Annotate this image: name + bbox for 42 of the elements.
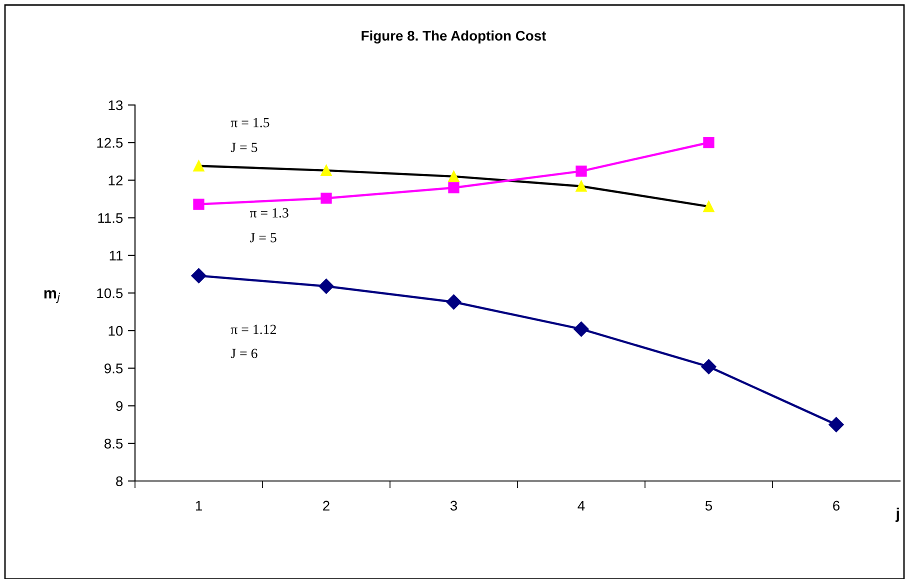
point (576, 180, 587, 192)
annotation: π = 1.12 (230, 324, 276, 334)
x-tick-label: 1 (196, 500, 202, 511)
y-tick-label: 11 (110, 250, 123, 260)
point (318, 278, 334, 294)
y-tick-label: 10 (108, 326, 123, 336)
point (320, 164, 332, 176)
chart-title: Figure 8. The Adoption Cost (362, 30, 546, 44)
point (193, 198, 204, 210)
point (703, 200, 714, 212)
x-tick-label: 3 (450, 500, 457, 511)
point (703, 137, 714, 148)
point (701, 359, 716, 374)
x-tick-label: 5 (705, 500, 712, 511)
point (828, 417, 844, 432)
y-tick-label: 9.5 (104, 364, 123, 374)
annotation: J = 6 (230, 348, 258, 358)
y-tick-label: 12.5 (97, 138, 123, 148)
y-tick-label: 9 (116, 401, 123, 411)
point (574, 322, 589, 337)
y-tick-label: 10.5 (97, 288, 123, 298)
point (448, 170, 460, 182)
y-tick-label: 13 (108, 100, 123, 110)
x-tick-label: 2 (323, 500, 330, 511)
annotation: J = 5 (230, 142, 258, 152)
annotation: π = 1.3 (250, 208, 288, 218)
point (446, 294, 462, 310)
y-tick-label: 8.5 (104, 438, 123, 449)
point (191, 268, 206, 284)
annotation: J = 5 (250, 233, 276, 242)
y-tick-label: 12 (108, 176, 122, 186)
point (576, 166, 587, 177)
y-tick-label: 11.5 (98, 213, 123, 223)
point (193, 160, 204, 172)
y-axis-title: m$_{j}$ (44, 290, 60, 304)
x-tick-label: 4 (578, 500, 585, 511)
point (448, 182, 460, 194)
x-tick-label: 6 (833, 500, 840, 511)
annotation: π = 1.5 (230, 118, 270, 128)
y-tick-label: 8 (116, 476, 123, 486)
x-axis-title: j (896, 508, 899, 522)
point (320, 192, 332, 204)
